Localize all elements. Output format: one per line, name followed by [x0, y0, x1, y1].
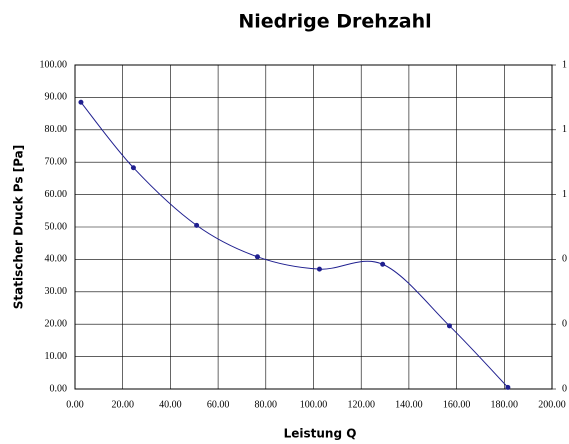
y-tick-label: 80.00: [45, 124, 68, 135]
data-point: [194, 222, 200, 228]
y-tick-label: 40.00: [45, 254, 68, 265]
y2-tick-label: 0: [562, 254, 567, 265]
x-tick-label: 200.00: [538, 399, 566, 410]
y2-tick-label: 0: [562, 383, 567, 394]
y2-tick-label: 1: [562, 124, 567, 135]
x-tick-label: 180.00: [491, 399, 519, 410]
y-tick-label: 100.00: [40, 59, 68, 70]
x-tick-label: 40.00: [159, 399, 182, 410]
data-point: [78, 99, 84, 105]
y2-tick-label: 0: [562, 318, 567, 329]
y2-tick-label: 1: [562, 189, 567, 200]
x-tick-label: 100.00: [300, 399, 328, 410]
y-tick-label: 70.00: [45, 156, 68, 167]
y-tick-label: 0.00: [50, 383, 68, 394]
x-tick-label: 80.00: [255, 399, 278, 410]
x-tick-label: 0.00: [66, 399, 84, 410]
y-axis-label: Statischer Druck Ps [Pa]: [12, 145, 26, 310]
data-point: [380, 261, 386, 267]
x-tick-label: 60.00: [207, 399, 230, 410]
series-line: [80, 101, 509, 388]
y-tick-label: 60.00: [45, 189, 68, 200]
y-tick-label: 10.00: [45, 351, 68, 362]
data-point: [130, 165, 136, 171]
data-point: [254, 254, 260, 260]
data-point: [505, 384, 511, 390]
x-tick-label: 160.00: [443, 399, 471, 410]
data-point: [446, 323, 452, 329]
x-axis-label: Leistung Q: [284, 427, 357, 441]
chart-title: Niedrige Drehzahl: [238, 11, 431, 33]
data-point: [316, 266, 322, 272]
y-tick-label: 30.00: [45, 286, 68, 297]
y-tick-label: 20.00: [45, 318, 68, 329]
x-tick-label: 20.00: [111, 399, 134, 410]
plot-frame: [74, 64, 553, 390]
x-tick-label: 140.00: [395, 399, 423, 410]
y-tick-label: 50.00: [45, 221, 68, 232]
y-tick-label: 90.00: [45, 92, 68, 103]
x-tick-label: 120.00: [347, 399, 375, 410]
y2-tick-label: 1: [562, 59, 567, 70]
